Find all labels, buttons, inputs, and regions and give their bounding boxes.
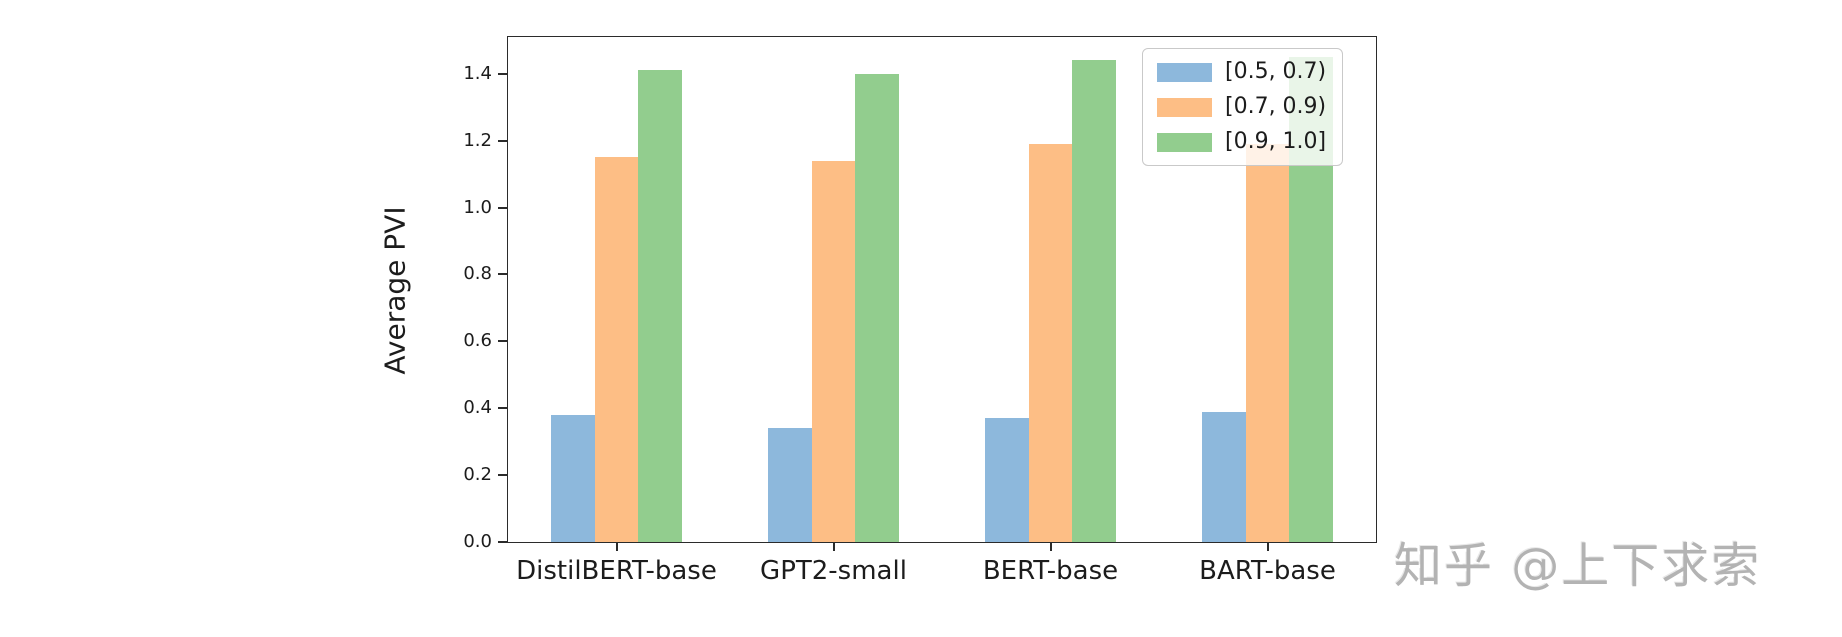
- y-tick-label: 0.0: [463, 531, 492, 552]
- y-tick-mark: [498, 541, 508, 543]
- x-tick-mark: [1266, 542, 1269, 551]
- x-tick-label: DistilBERT-base: [516, 556, 717, 586]
- x-tick-label: BART-base: [1199, 556, 1336, 586]
- y-tick-mark: [498, 72, 508, 75]
- y-tick-label: 0.4: [463, 397, 492, 419]
- legend-swatch-orange: [1157, 97, 1212, 117]
- y-tick-label: 0.8: [463, 263, 492, 285]
- legend-label: [0.5, 0.7): [1225, 59, 1327, 84]
- y-tick-mark: [498, 206, 508, 209]
- y-axis-title: Average PVI: [378, 206, 412, 375]
- bar: [811, 160, 856, 542]
- x-tick-mark: [615, 542, 618, 551]
- legend-entry: [0.5, 0.7): [1157, 59, 1326, 85]
- bar: [1072, 60, 1116, 542]
- bar: [638, 70, 682, 542]
- y-tick-label: 1.0: [463, 196, 492, 218]
- x-tick-mark: [1049, 542, 1052, 551]
- bar: [768, 428, 812, 542]
- y-tick-label: 1.2: [463, 129, 492, 151]
- y-tick-label: 0.6: [463, 330, 492, 352]
- x-tick-label: BERT-base: [982, 556, 1119, 586]
- x-tick-label: GPT2-small: [760, 556, 907, 586]
- legend-swatch-green: [1157, 132, 1212, 152]
- y-tick-mark: [498, 139, 508, 142]
- legend-label: [0.9, 1.0]: [1225, 129, 1327, 154]
- y-tick-label: 1.4: [463, 62, 492, 84]
- y-tick-mark: [498, 340, 508, 343]
- bar: [594, 157, 639, 542]
- bar: [1028, 144, 1073, 542]
- legend-entry: [0.9, 1.0]: [1157, 129, 1326, 155]
- legend-entry: [0.7, 0.9): [1157, 94, 1326, 120]
- legend: [0.5, 0.7) [0.7, 0.9) [0.9, 1.0]: [1142, 48, 1344, 166]
- y-tick-mark: [498, 474, 508, 477]
- bar: [551, 414, 595, 542]
- bar: [855, 73, 899, 542]
- plot-area: 0.0 0.2 0.4 0.6 0.8 1.0 1.2 1.4 DistilBERT-base…: [463, 36, 1377, 586]
- y-tick-label: 0.2: [463, 464, 492, 486]
- x-tick-mark: [832, 542, 835, 551]
- bar: [985, 418, 1029, 542]
- legend-label: [0.7, 0.9): [1225, 94, 1327, 119]
- bar: [1202, 411, 1246, 542]
- watermark: 知乎 @上下求索: [1394, 538, 1762, 594]
- y-tick-mark: [498, 407, 508, 410]
- y-tick-mark: [498, 273, 508, 276]
- legend-swatch-blue: [1157, 62, 1212, 82]
- bar: [1245, 144, 1290, 542]
